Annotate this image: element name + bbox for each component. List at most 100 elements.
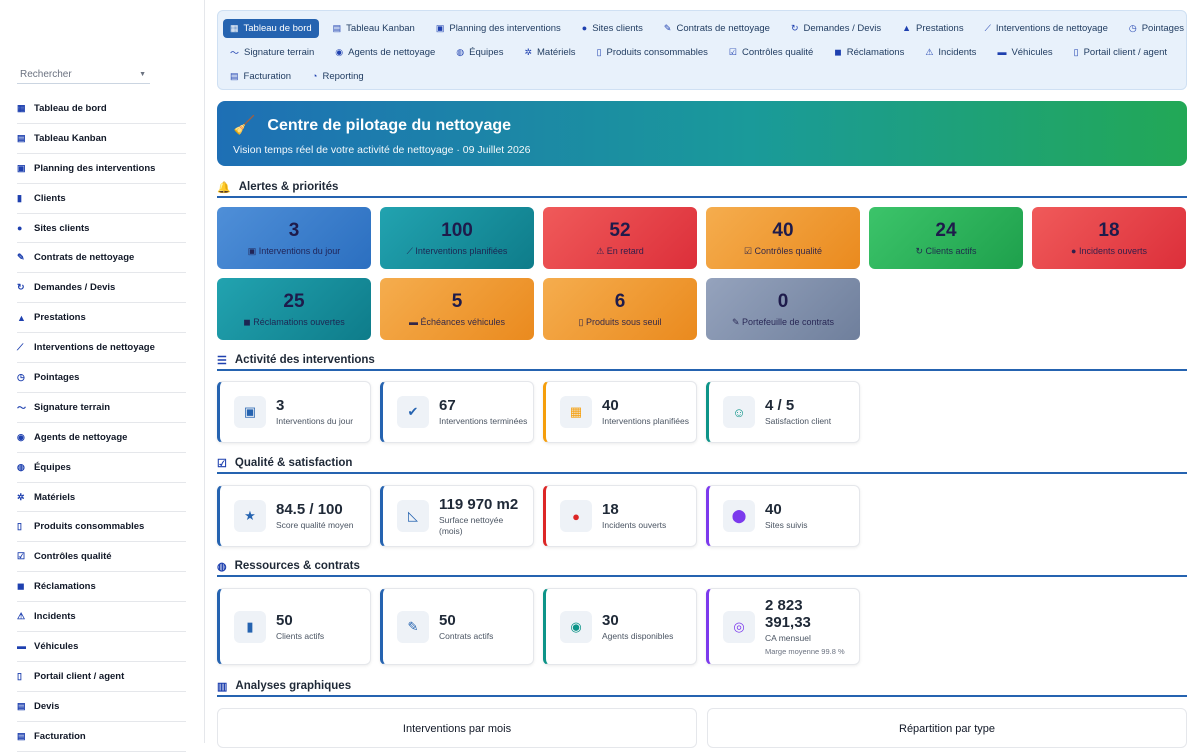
tab-incidents[interactable]: ⚠ Incidents — [918, 43, 983, 62]
sidebar-item-portal[interactable]: ▯ Portail client / agent — [17, 662, 186, 692]
alert-card[interactable]: 52 ⚠ En retard — [543, 207, 697, 269]
topnav-row: ▤ Facturation ◔ Reporting — [223, 64, 1181, 88]
sidebar-item-equipment[interactable]: ✲ Matériels — [17, 483, 186, 513]
sidebar-item-quality[interactable]: ☑ Contrôles qualité — [17, 542, 186, 573]
tab-portal[interactable]: ▯ Portail client / agent — [1067, 43, 1174, 62]
alert-label: ▬ Échéances véhicules — [380, 317, 534, 327]
calendar-icon: ▣ — [435, 22, 445, 33]
contract-icon: ✎ — [731, 317, 742, 327]
sidebar-item-billing[interactable]: ▤ Facturation — [17, 722, 186, 752]
user-icon: ◉ — [17, 431, 25, 442]
sidebar-item-label: Sites clients — [34, 222, 90, 234]
tab-interventions[interactable]: ⟋ Interventions de nettoyage — [978, 19, 1115, 38]
sidebar-item-clients[interactable]: ▮ Clients — [17, 184, 186, 214]
bell-icon: 🔔 — [217, 181, 231, 194]
sidebar-item-teams[interactable]: ◍ Équipes — [17, 453, 186, 483]
sidebar-item-planning[interactable]: ▣ Planning des interventions — [17, 154, 186, 184]
alert-card[interactable]: 18 ● Incidents ouverts — [1032, 207, 1186, 269]
stat-value: 40 — [765, 501, 782, 518]
tab-agents[interactable]: ◉ Agents de nettoyage — [328, 43, 442, 62]
sidebar-item-signature[interactable]: 〜 Signature terrain — [17, 393, 186, 423]
stat-card[interactable]: ✔ 67 Interventions terminées — [380, 381, 534, 443]
sidebar-item-timesheets[interactable]: ◷ Pointages — [17, 363, 186, 393]
sidebar-item-kanban[interactable]: ▤ Tableau Kanban — [17, 124, 186, 154]
stat-value: 50 — [276, 611, 293, 629]
alert-label-text: Clients actifs — [925, 246, 977, 256]
tab-requests[interactable]: ↻ Demandes / Devis — [784, 19, 888, 38]
alert-card[interactable]: 100 ⟋ Interventions planifiées — [380, 207, 534, 269]
users-cog-icon: ◍ — [217, 560, 227, 573]
sidebar-item-interventions[interactable]: ⟋ Interventions de nettoyage — [17, 333, 186, 364]
alert-card[interactable]: 6 ▯ Produits sous seuil — [543, 278, 697, 340]
sidebar-item-agents[interactable]: ◉ Agents de nettoyage — [17, 423, 186, 453]
alert-label: ● Incidents ouverts — [1032, 246, 1186, 256]
stat-card[interactable]: ★ 84.5 / 100 Score qualité moyen — [217, 485, 371, 547]
stat-card[interactable]: ◉ 30 Agents disponibles — [543, 588, 697, 665]
sidebar-item-vehicles[interactable]: ▬ Véhicules — [17, 632, 186, 662]
pie-chart-icon: ◔ — [312, 71, 318, 81]
warning-icon: ⚠ — [596, 246, 607, 256]
tab-billing[interactable]: ▤ Facturation — [223, 67, 298, 86]
search-select[interactable]: Rechercher ▼ — [17, 66, 150, 84]
page-title: 🧹 Centre de pilotage du nettoyage — [233, 115, 1171, 136]
stat-card[interactable]: ● 18 Incidents ouverts — [543, 485, 697, 547]
tab-complaints[interactable]: ◼ Réclamations — [827, 43, 911, 62]
sidebar-item-label: Réclamations — [34, 581, 96, 593]
tab-quality[interactable]: ☑ Contrôles qualité — [722, 43, 820, 62]
sidebar-item-contracts[interactable]: ✎ Contrats de nettoyage — [17, 243, 186, 274]
sidebar-item-label: Tableau Kanban — [34, 132, 107, 144]
stat-card[interactable]: ◎ 2 823 391,33 CA mensuel Marge moyenne 99.… — [706, 588, 860, 665]
tab-label: Contrôles qualité — [741, 46, 814, 58]
stat-label: Contrats actifs — [439, 630, 494, 641]
tab-sites[interactable]: ● Sites clients — [575, 19, 650, 38]
tab-label: Prestations — [916, 22, 964, 34]
tab-kanban[interactable]: ▤ Tableau Kanban — [326, 19, 422, 38]
stat-card[interactable]: ▦ 40 Interventions planifiées — [543, 381, 697, 443]
alert-card[interactable]: 0 ✎ Portefeuille de contrats — [706, 278, 860, 340]
sidebar-item-requests[interactable]: ↻ Demandes / Devis — [17, 273, 186, 304]
ruler-icon: ◺ — [397, 500, 429, 532]
chart-title: Interventions par mois — [402, 723, 512, 735]
stat-label: Score qualité moyen — [276, 520, 354, 530]
handshake-icon: ↻ — [915, 246, 926, 256]
tab-teams[interactable]: ◍ Équipes — [449, 43, 510, 62]
tab-vehicles[interactable]: ▬ Véhicules — [990, 43, 1059, 62]
tab-contracts[interactable]: ✎ Contrats de nettoyage — [657, 19, 777, 38]
user-tie-icon: ◉ — [560, 610, 592, 643]
mobile-icon: ▯ — [17, 670, 22, 681]
sidebar-item-services[interactable]: ▲ Prestations — [17, 303, 186, 334]
sidebar-item-dashboard[interactable]: ▦ Tableau de bord — [17, 94, 186, 124]
alert-card[interactable]: 3 ▣ Interventions du jour — [217, 207, 371, 269]
alert-label: ◼ Réclamations ouvertes — [217, 317, 371, 328]
tab-dashboard[interactable]: ▦ Tableau de bord — [223, 18, 319, 38]
stat-card[interactable]: ▣ 3 Interventions du jour — [217, 381, 371, 443]
tab-reporting[interactable]: ◔ Reporting — [305, 67, 371, 86]
sidebar-item-label: Demandes / Devis — [34, 282, 116, 294]
tab-timesheets[interactable]: ◷ Pointages — [1122, 19, 1191, 38]
alert-card[interactable]: 25 ◼ Réclamations ouvertes — [217, 278, 371, 340]
stat-card[interactable]: ⬤ 40 Sites suivis — [706, 485, 860, 547]
invoice-icon: ▤ — [17, 730, 26, 741]
stat-card[interactable]: ☺ 4 / 5 Satisfaction client — [706, 381, 860, 443]
alert-card[interactable]: 5 ▬ Échéances véhicules — [380, 278, 534, 340]
sidebar-item-quotes[interactable]: ▤ Devis — [17, 692, 186, 722]
sidebar-item-complaints[interactable]: ◼ Réclamations — [17, 572, 186, 603]
tab-signature[interactable]: 〜 Signature terrain — [223, 42, 321, 63]
tab-services[interactable]: ▲ Prestations — [895, 19, 970, 38]
clock-icon: ◷ — [1128, 22, 1137, 33]
calendar-icon: ▣ — [17, 162, 26, 173]
alert-card[interactable]: 40 ☑ Contrôles qualité — [706, 207, 860, 269]
stat-card[interactable]: ▮ 50 Clients actifs — [217, 588, 371, 665]
sidebar-item-label: Véhicules — [34, 640, 79, 652]
sidebar-item-incidents[interactable]: ⚠ Incidents — [17, 602, 186, 633]
section-title: Analyses graphiques — [235, 680, 352, 692]
sidebar-item-products[interactable]: ▯ Produits consommables — [17, 512, 186, 543]
user-icon: ◉ — [335, 46, 344, 57]
alert-card[interactable]: 24 ↻ Clients actifs — [869, 207, 1023, 269]
stat-card[interactable]: ✎ 50 Contrats actifs — [380, 588, 534, 665]
sidebar-item-sites[interactable]: ● Sites clients — [17, 214, 186, 244]
tab-products[interactable]: ▯ Produits consommables — [590, 43, 715, 62]
tab-planning[interactable]: ▣ Planning des interventions — [429, 19, 568, 38]
stat-card[interactable]: ◺ 119 970 m2 Surface nettoyée (mois) — [380, 485, 534, 547]
tab-equipment[interactable]: ✲ Matériels — [517, 43, 582, 62]
